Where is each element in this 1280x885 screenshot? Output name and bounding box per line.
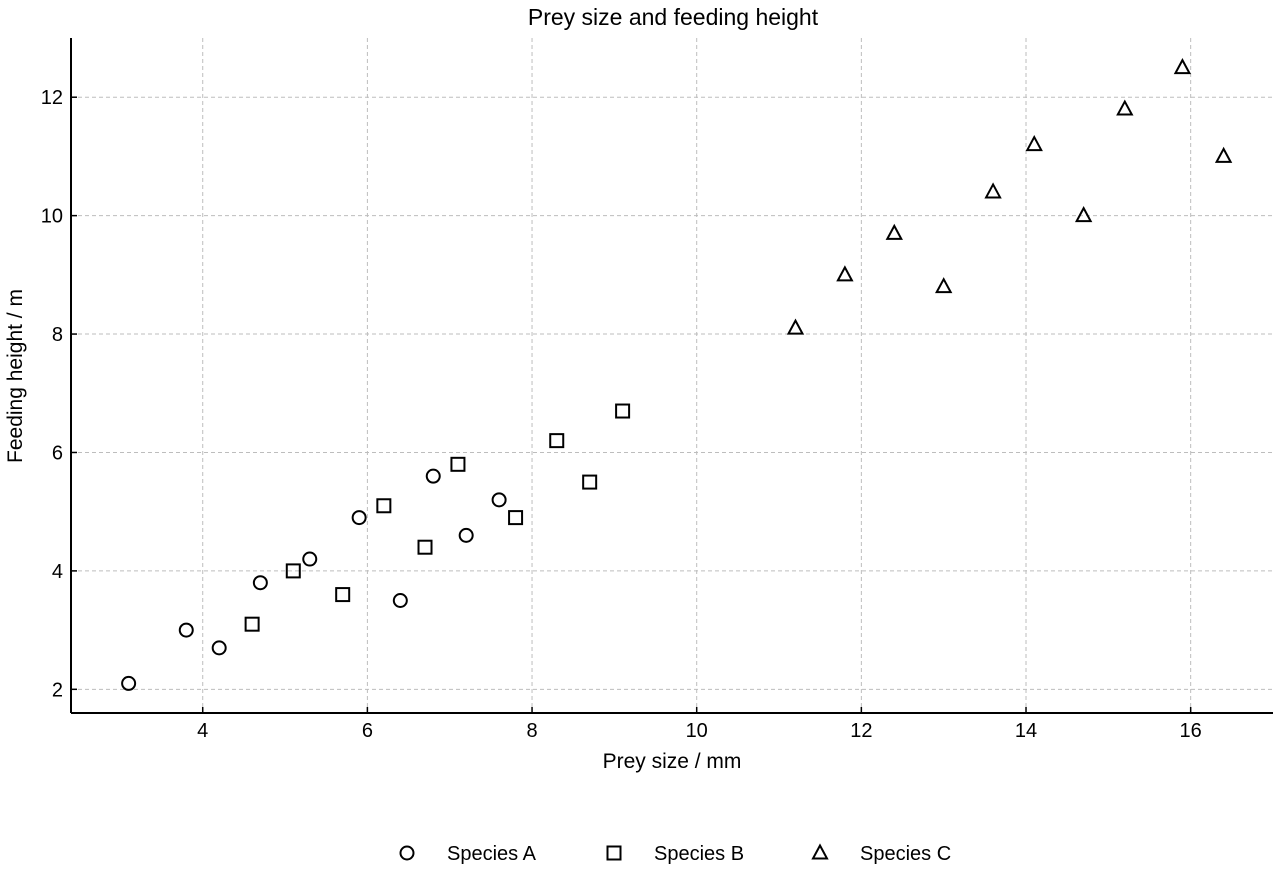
data-point (376, 498, 392, 514)
data-point (786, 318, 805, 335)
data-point (615, 403, 631, 419)
data-point (836, 265, 854, 282)
data-point (121, 675, 137, 691)
legend-item: Species C (811, 843, 951, 865)
y-axis-label: Feeding height / m (4, 289, 27, 463)
data-point (1214, 146, 1233, 163)
data-point (425, 468, 441, 484)
legend-label: Species B (654, 843, 744, 865)
data-point (211, 640, 227, 656)
data-point (458, 527, 474, 543)
data-point (285, 563, 301, 579)
legend-marker (606, 845, 622, 861)
data-point (252, 575, 268, 591)
y-tick-label: 8 (52, 324, 63, 346)
data-point (1173, 57, 1192, 75)
x-tick-label: 4 (197, 720, 208, 742)
legend-marker (811, 843, 829, 860)
y-tick-label: 4 (52, 561, 63, 583)
data-point (351, 510, 367, 526)
legend-marker (399, 845, 415, 861)
legend-label: Species C (860, 843, 951, 865)
x-tick-label: 12 (850, 720, 872, 742)
data-point (508, 510, 524, 526)
legend-item: Species A (399, 843, 537, 865)
data-point (392, 593, 408, 608)
data-point (178, 622, 194, 638)
x-tick-label: 6 (362, 720, 373, 742)
series-2 (244, 403, 631, 632)
y-tick-label: 2 (52, 679, 63, 701)
data-point (885, 223, 903, 240)
series-1 (121, 468, 507, 691)
axes (70, 38, 1273, 714)
data-point (984, 182, 1002, 199)
data-point (244, 616, 260, 632)
data-point (302, 551, 318, 567)
x-tick-label: 14 (1015, 720, 1037, 742)
legend-label: Species A (447, 843, 537, 865)
data-point (1074, 206, 1093, 223)
data-point (417, 539, 433, 555)
series-3 (786, 57, 1233, 335)
grid (71, 38, 1273, 713)
x-tick-label: 10 (686, 720, 708, 742)
data-point (1116, 99, 1134, 116)
data-point (450, 456, 466, 472)
legend: Species A Species B Species C (399, 843, 951, 865)
x-tick-label: 8 (526, 720, 537, 742)
y-tick-label: 10 (41, 206, 63, 228)
y-tick-label: 6 (52, 442, 63, 464)
data-point (1025, 134, 1043, 152)
y-tick-label: 12 (41, 87, 63, 109)
x-axis-label: Prey size / mm (603, 750, 742, 773)
data-points (121, 57, 1233, 691)
data-point (582, 474, 598, 490)
data-point (549, 433, 565, 449)
x-tick-label: 16 (1180, 720, 1202, 742)
ticks: 4 6 8 10 12 14 16 2 4 6 8 10 12 (41, 87, 1202, 742)
data-point (335, 587, 351, 603)
chart-title: Prey size and feeding height (528, 4, 819, 30)
legend-item: Species B (606, 843, 744, 865)
data-point (491, 492, 507, 508)
data-point (935, 277, 953, 294)
